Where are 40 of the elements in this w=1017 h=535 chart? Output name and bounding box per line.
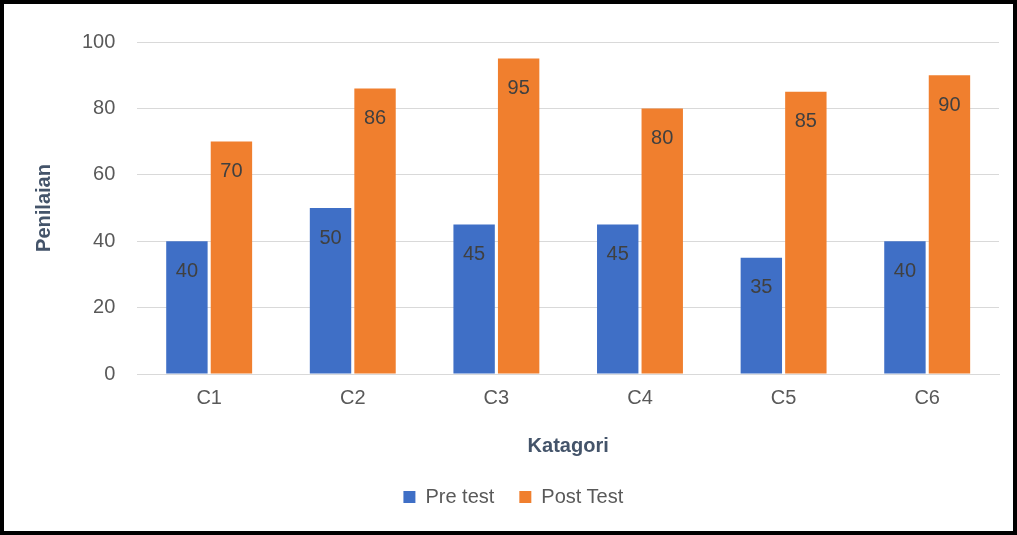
legend-label: Post Test: [541, 484, 624, 507]
y-tick-label: 20: [93, 295, 116, 318]
data-label: 70: [220, 159, 243, 182]
x-tick-label: C1: [196, 385, 222, 408]
x-tick-label: C4: [627, 385, 653, 408]
data-label: 85: [794, 109, 817, 132]
y-tick-label: 60: [93, 162, 116, 185]
legend-label: Pre test: [425, 484, 495, 507]
data-label: 40: [893, 258, 917, 281]
y-tick-label: 0: [104, 361, 116, 384]
bar: [928, 75, 971, 374]
y-tick-label: 40: [93, 228, 116, 251]
y-axis-title: Penilaian: [31, 164, 54, 252]
bar: [497, 58, 540, 374]
data-label: 35: [750, 275, 773, 298]
bar: [453, 224, 495, 374]
x-tick-label: C2: [339, 385, 366, 408]
data-label: 86: [363, 106, 387, 128]
bar: [166, 241, 208, 374]
data-label: 50: [319, 225, 342, 248]
x-tick-label: C3: [483, 385, 510, 408]
bar: [597, 224, 639, 374]
data-label: 95: [507, 76, 530, 99]
bar: [210, 141, 253, 374]
data-label: 45: [463, 242, 486, 265]
bar: [354, 88, 396, 374]
data-label: 90: [938, 92, 961, 115]
bar: [884, 241, 926, 374]
bar: [641, 108, 683, 374]
bar: [740, 257, 783, 374]
x-tick-label: C6: [914, 385, 940, 408]
data-label: 45: [606, 242, 629, 265]
y-tick-label: 100: [81, 29, 116, 52]
y-tick-label: 80: [93, 95, 116, 118]
data-label: 80: [651, 125, 674, 148]
x-axis-title: Katagori: [527, 433, 609, 456]
bar: [309, 208, 352, 374]
bar: [785, 91, 827, 374]
data-label: 40: [175, 258, 199, 281]
x-tick-label: C5: [770, 385, 797, 408]
